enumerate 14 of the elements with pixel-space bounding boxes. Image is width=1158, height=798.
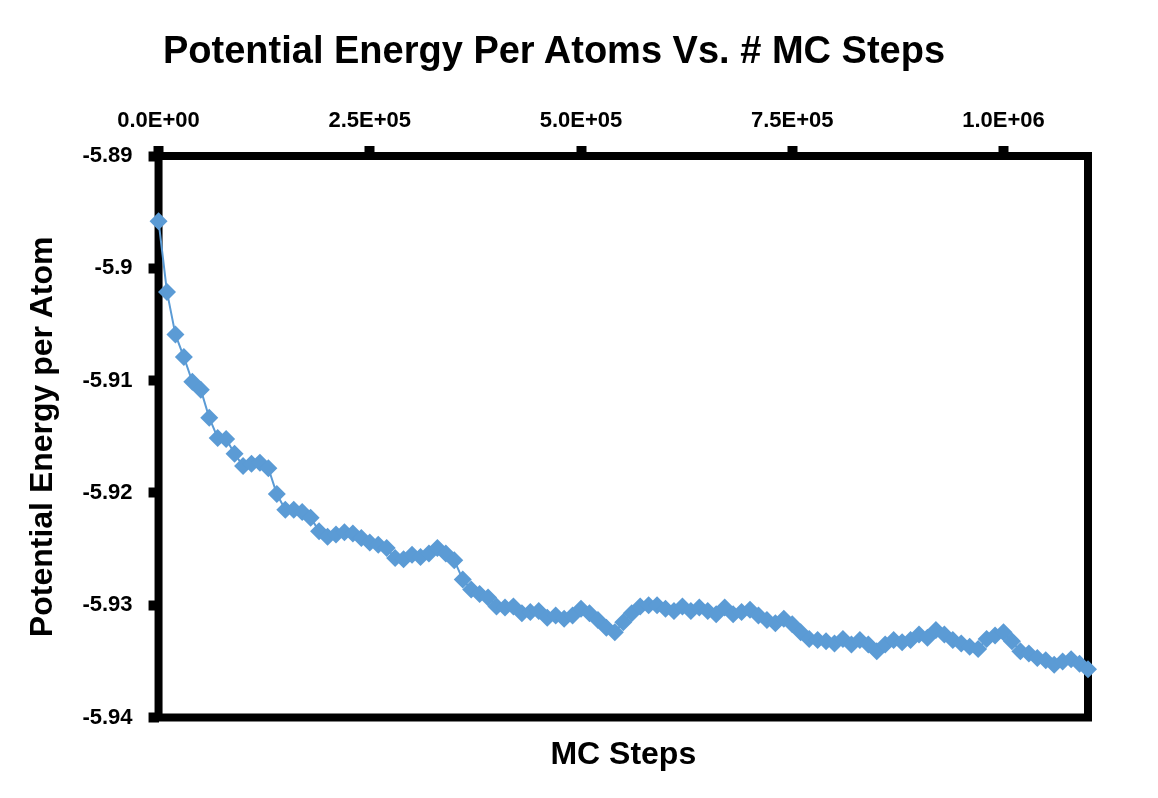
y-tick-label: -5.94 bbox=[82, 703, 134, 729]
x-tick-label: 2.5E+05 bbox=[328, 106, 412, 132]
y-tick-label: -5.91 bbox=[82, 366, 133, 392]
y-tick-label: -5.93 bbox=[82, 591, 133, 617]
y-tick-label: -5.89 bbox=[82, 142, 133, 168]
y-tick-label: -5.9 bbox=[94, 254, 133, 280]
chart-title: Potential Energy Per Atoms Vs. # MC Steps bbox=[162, 29, 946, 72]
x-axis-title: MC Steps bbox=[550, 734, 697, 771]
x-tick-label: 0.0E+00 bbox=[117, 106, 200, 132]
x-tick-label: 7.5E+05 bbox=[750, 106, 834, 132]
x-tick-label: 5.0E+05 bbox=[539, 106, 623, 132]
y-tick-label: -5.92 bbox=[82, 479, 133, 505]
y-axis-title: Potential Energy per Atom bbox=[23, 236, 60, 638]
x-tick-label: 1.0E+06 bbox=[962, 106, 1045, 132]
